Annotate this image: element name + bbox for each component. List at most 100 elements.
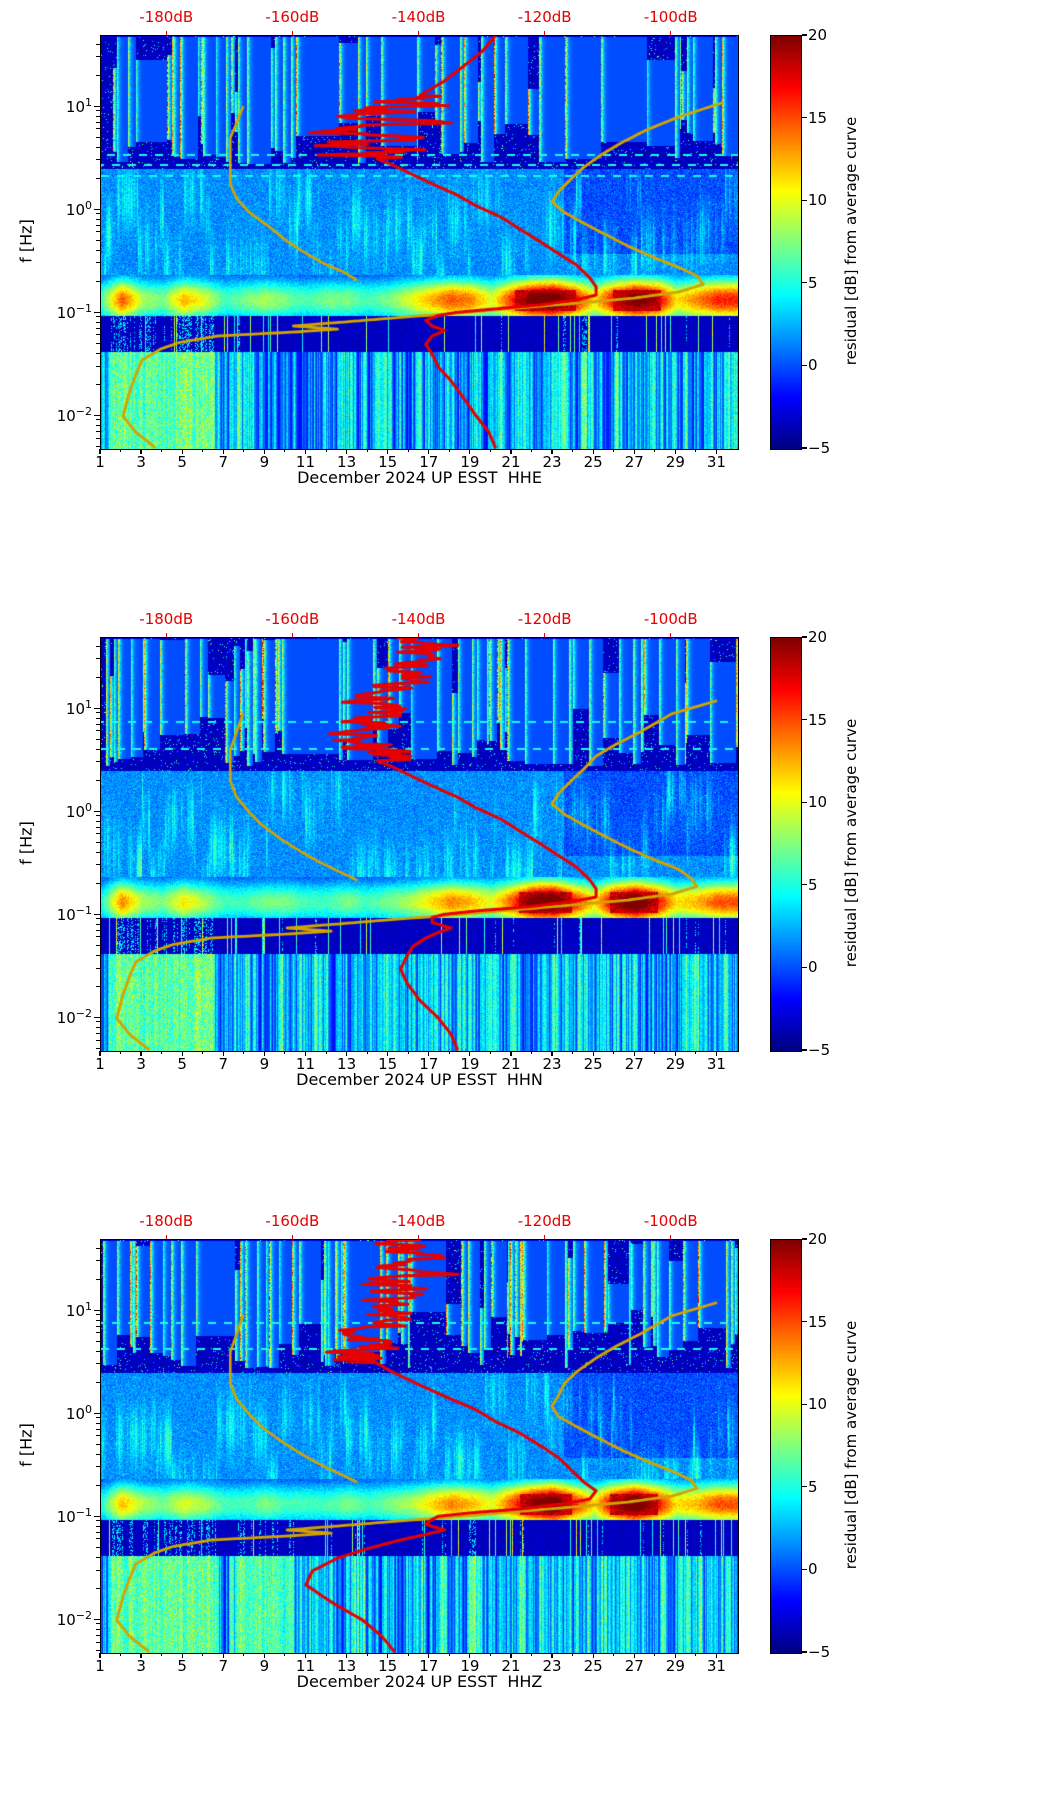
x-tick-label: 3 [136, 1055, 146, 1073]
y-axis-minor-tick [96, 929, 100, 931]
x-tick-label: 9 [259, 1657, 270, 1675]
x-axis-minor-tick [613, 1051, 615, 1054]
y-axis-minor-tick [96, 1422, 100, 1424]
y-axis-minor-tick [96, 1363, 100, 1365]
y-axis-minor-tick [96, 1531, 100, 1533]
y-axis-minor-tick [96, 1021, 100, 1023]
y-axis-minor-tick [96, 321, 100, 323]
y-axis-minor-tick [96, 334, 100, 336]
x-tick-label: 13 [337, 1657, 357, 1675]
x-tick-label: 31 [706, 453, 726, 471]
y-axis-minor-tick [96, 177, 100, 179]
x-tick-label: 7 [218, 1657, 229, 1675]
colorbar [770, 637, 802, 1052]
x-tick-label: 21 [501, 1055, 521, 1073]
colorbar-tick [802, 884, 807, 886]
y-axis-label: f [Hz] [16, 1423, 36, 1467]
y-axis-minor-tick [96, 1520, 100, 1522]
x-tick-label: 15 [378, 1657, 398, 1675]
x-axis-tick [428, 449, 430, 454]
colorbar-tick-label: 15 [808, 1312, 828, 1331]
colorbar-tick-label: 20 [808, 1230, 828, 1248]
colorbar-tick [802, 1321, 807, 1323]
x-tick-label: 11 [295, 1657, 316, 1675]
x-axis-minor-tick [202, 1051, 204, 1054]
y-axis-tick [94, 1016, 100, 1018]
x-axis-tick [674, 449, 676, 454]
x-axis-minor-tick [654, 1653, 656, 1656]
y-axis-minor-tick [96, 918, 100, 920]
y-axis-minor-tick [96, 1428, 100, 1430]
y-axis-minor-tick [96, 1466, 100, 1468]
x-axis-tick [592, 449, 594, 454]
y-axis-minor-tick [96, 1381, 100, 1383]
y-tick-label: 10−1 [56, 302, 92, 323]
y-axis-minor-tick [96, 1039, 100, 1041]
colorbar-tick-label: −5 [808, 1643, 831, 1661]
colorbar-tick [802, 966, 807, 968]
y-axis-minor-tick [96, 954, 100, 956]
x-tick-label: 29 [665, 1055, 685, 1073]
y-axis-tick [94, 414, 100, 416]
x-axis-minor-tick [325, 1653, 327, 1656]
x-axis-tick [633, 1653, 635, 1658]
y-tick-label: 101 [65, 96, 92, 117]
x-tick-label: 31 [706, 1055, 726, 1073]
y-axis-minor-tick [96, 424, 100, 426]
y-axis-minor-tick [96, 121, 100, 123]
x-axis-minor-tick [325, 1051, 327, 1054]
x-axis-tick [469, 1653, 471, 1658]
y-axis-minor-tick [96, 239, 100, 241]
y-tick-label: 10−2 [56, 405, 92, 426]
x-axis-minor-tick [120, 449, 122, 452]
db-axis-tick [417, 633, 420, 637]
colorbar-tick-label: 20 [808, 26, 828, 44]
x-tick-label: 23 [542, 1055, 562, 1073]
y-axis-minor-tick [96, 1569, 100, 1571]
x-axis-tick [222, 1051, 224, 1056]
db-axis-tick [544, 633, 546, 637]
spectrogram-heatmap-hhe [100, 35, 739, 450]
x-tick-label: 29 [665, 453, 685, 471]
y-axis-minor-tick [96, 128, 100, 130]
y-axis-minor-tick [96, 1649, 100, 1651]
y-tick-label: 100 [65, 1403, 92, 1424]
y-axis-minor-tick [96, 1350, 100, 1352]
x-axis-tick [99, 449, 101, 454]
y-axis-minor-tick [96, 56, 100, 58]
spectrogram-panel-hhz: f [Hz] December 2024 UP ESST HHZ residua… [0, 1204, 1052, 1806]
y-axis-tick [94, 1412, 100, 1414]
colorbar-tick [802, 1651, 807, 1653]
colorbar-tick [802, 34, 807, 36]
x-axis-minor-tick [407, 449, 409, 452]
x-axis-minor-tick [161, 1051, 163, 1054]
y-axis-minor-tick [96, 1340, 100, 1342]
x-axis-tick [181, 449, 183, 454]
x-axis-minor-tick [243, 1653, 245, 1656]
y-tick-label: 100 [65, 199, 92, 220]
y-axis-tick [94, 913, 100, 915]
x-tick-label: 23 [542, 453, 562, 471]
y-axis-minor-tick [96, 365, 100, 367]
x-tick-label: 5 [177, 1055, 187, 1073]
x-axis-tick [99, 1653, 101, 1658]
x-axis-minor-tick [202, 449, 204, 452]
x-axis-minor-tick [202, 1653, 204, 1656]
spectrogram-panel-hhe: f [Hz] December 2024 UP ESST HHE residua… [0, 0, 1052, 602]
colorbar [770, 35, 802, 450]
x-tick-label: 3 [136, 1657, 146, 1675]
y-axis-minor-tick [96, 419, 100, 421]
y-axis-tick [94, 1309, 100, 1311]
x-axis-minor-tick [407, 1051, 409, 1054]
y-axis-minor-tick [96, 676, 100, 678]
db-axis-label: -140dB [391, 1212, 446, 1230]
y-axis-minor-tick [96, 923, 100, 925]
y-axis-minor-tick [96, 712, 100, 714]
x-axis-minor-tick [448, 1653, 450, 1656]
x-tick-label: 17 [419, 453, 439, 471]
x-axis-tick [510, 449, 512, 454]
x-axis-tick [469, 449, 471, 454]
spectrogram-heatmap-hhz [100, 1239, 739, 1654]
x-axis-minor-tick [695, 1653, 697, 1656]
db-axis-tick [165, 31, 167, 35]
